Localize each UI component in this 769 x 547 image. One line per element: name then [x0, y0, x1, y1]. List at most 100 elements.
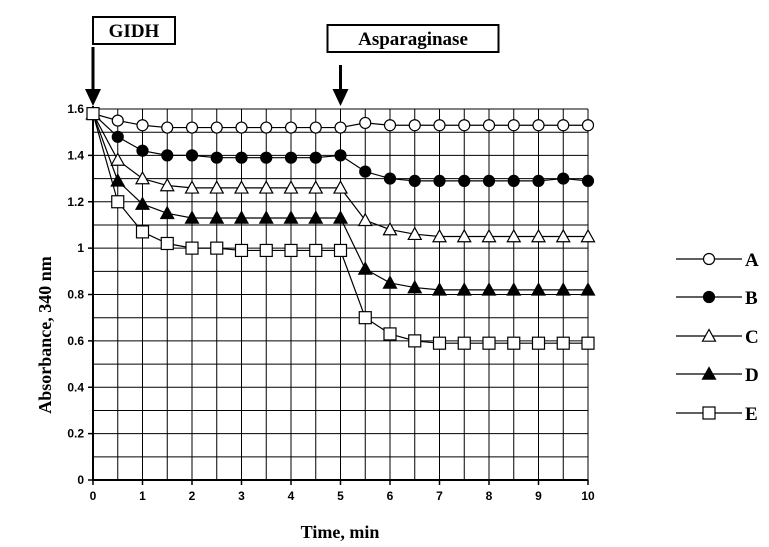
data-point-a	[383, 119, 397, 132]
data-point-e	[210, 241, 224, 255]
data-point-c	[283, 180, 299, 194]
data-point-c	[209, 180, 225, 194]
data-point-e	[383, 327, 397, 341]
annotation-arrow-head	[85, 89, 101, 106]
y-tick-label: 1.6	[67, 102, 84, 116]
x-tick-label: 8	[486, 489, 493, 503]
data-point-c	[184, 180, 200, 194]
data-point-b	[111, 130, 124, 143]
data-point-c	[407, 226, 423, 241]
legend-item-b: B	[676, 288, 758, 309]
series-a	[86, 107, 595, 134]
data-point-a	[557, 119, 570, 132]
data-point-d	[357, 261, 373, 275]
data-point-b	[458, 174, 471, 187]
data-point-b	[235, 151, 248, 164]
y-axis-title: Absorbance, 340 nm	[35, 256, 55, 414]
data-point-b	[260, 151, 273, 164]
data-point-c	[134, 170, 151, 185]
x-axis-title: Time, min	[301, 522, 380, 542]
data-point-d	[233, 210, 250, 224]
legend-marker-a	[702, 252, 716, 266]
data-point-d	[530, 282, 547, 296]
data-point-d	[134, 196, 151, 210]
legend-marker-c	[701, 328, 717, 342]
data-point-a	[260, 121, 273, 134]
x-tick-label: 0	[90, 489, 97, 503]
legend-label: C	[745, 327, 759, 348]
annotation-label: Asparaginase	[358, 29, 468, 50]
data-point-e	[259, 243, 273, 258]
data-point-d	[283, 210, 299, 224]
data-point-d	[456, 282, 472, 296]
data-point-a	[334, 121, 347, 134]
data-point-e	[482, 336, 496, 350]
data-point-c	[506, 228, 522, 243]
data-point-e	[309, 243, 323, 258]
data-point-e	[135, 225, 150, 239]
data-point-b	[161, 149, 174, 162]
data-point-b	[408, 174, 421, 187]
data-point-e	[185, 241, 199, 255]
data-point-a	[111, 114, 124, 127]
data-point-a	[507, 119, 520, 132]
data-point-a	[458, 119, 471, 132]
data-point-a	[581, 119, 595, 132]
data-point-e	[358, 311, 372, 325]
data-point-b	[383, 172, 397, 185]
x-tick-label: 4	[288, 489, 295, 503]
data-point-d	[332, 210, 349, 224]
data-point-b	[136, 144, 149, 157]
data-point-d	[110, 173, 126, 187]
data-point-e	[531, 336, 546, 350]
x-tick-label: 9	[535, 489, 542, 503]
data-point-d	[159, 205, 175, 220]
data-point-c	[580, 228, 596, 243]
data-point-e	[556, 336, 570, 350]
data-point-a	[482, 119, 496, 132]
data-point-b	[284, 151, 298, 164]
y-tick-label: 0.6	[67, 334, 84, 348]
data-point-e	[284, 243, 298, 258]
legend-marker-d	[701, 366, 717, 380]
annotation-asparaginase: Asparaginase	[326, 24, 500, 106]
data-point-d	[258, 210, 274, 224]
data-point-a	[532, 119, 545, 132]
y-tick-label: 0.8	[67, 288, 84, 302]
legend-label: A	[745, 250, 759, 271]
legend-label: B	[745, 288, 758, 309]
y-tick-label: 1	[77, 241, 84, 255]
data-point-b	[359, 165, 372, 178]
data-point-a	[185, 121, 199, 134]
y-tick-label: 0	[77, 473, 84, 487]
data-point-d	[184, 210, 200, 224]
data-point-a	[359, 116, 372, 130]
annotation-box	[92, 16, 176, 45]
data-point-c	[258, 180, 274, 194]
data-point-c	[456, 228, 472, 243]
data-point-a	[161, 121, 174, 134]
data-point-a	[433, 119, 446, 132]
x-tick-label: 1	[139, 489, 146, 503]
data-point-e	[507, 336, 521, 350]
x-tick-label: 10	[581, 489, 595, 503]
legend-item-a: A	[676, 250, 759, 271]
x-tick-label: 2	[189, 489, 196, 503]
y-tick-label: 0.4	[67, 380, 84, 394]
data-point-c	[159, 177, 175, 192]
legend-marker-b	[702, 290, 716, 304]
legend-item-e: E	[676, 404, 758, 425]
data-point-c	[555, 228, 571, 243]
data-point-c	[308, 180, 324, 194]
data-point-a	[284, 121, 298, 134]
series-c	[85, 105, 596, 243]
data-point-e	[234, 243, 249, 258]
data-point-b	[210, 151, 223, 164]
data-point-a	[309, 121, 322, 134]
data-point-a	[235, 121, 248, 134]
data-point-b	[309, 151, 322, 164]
axes	[88, 106, 589, 485]
data-point-c	[481, 228, 497, 243]
data-point-c	[382, 221, 398, 236]
